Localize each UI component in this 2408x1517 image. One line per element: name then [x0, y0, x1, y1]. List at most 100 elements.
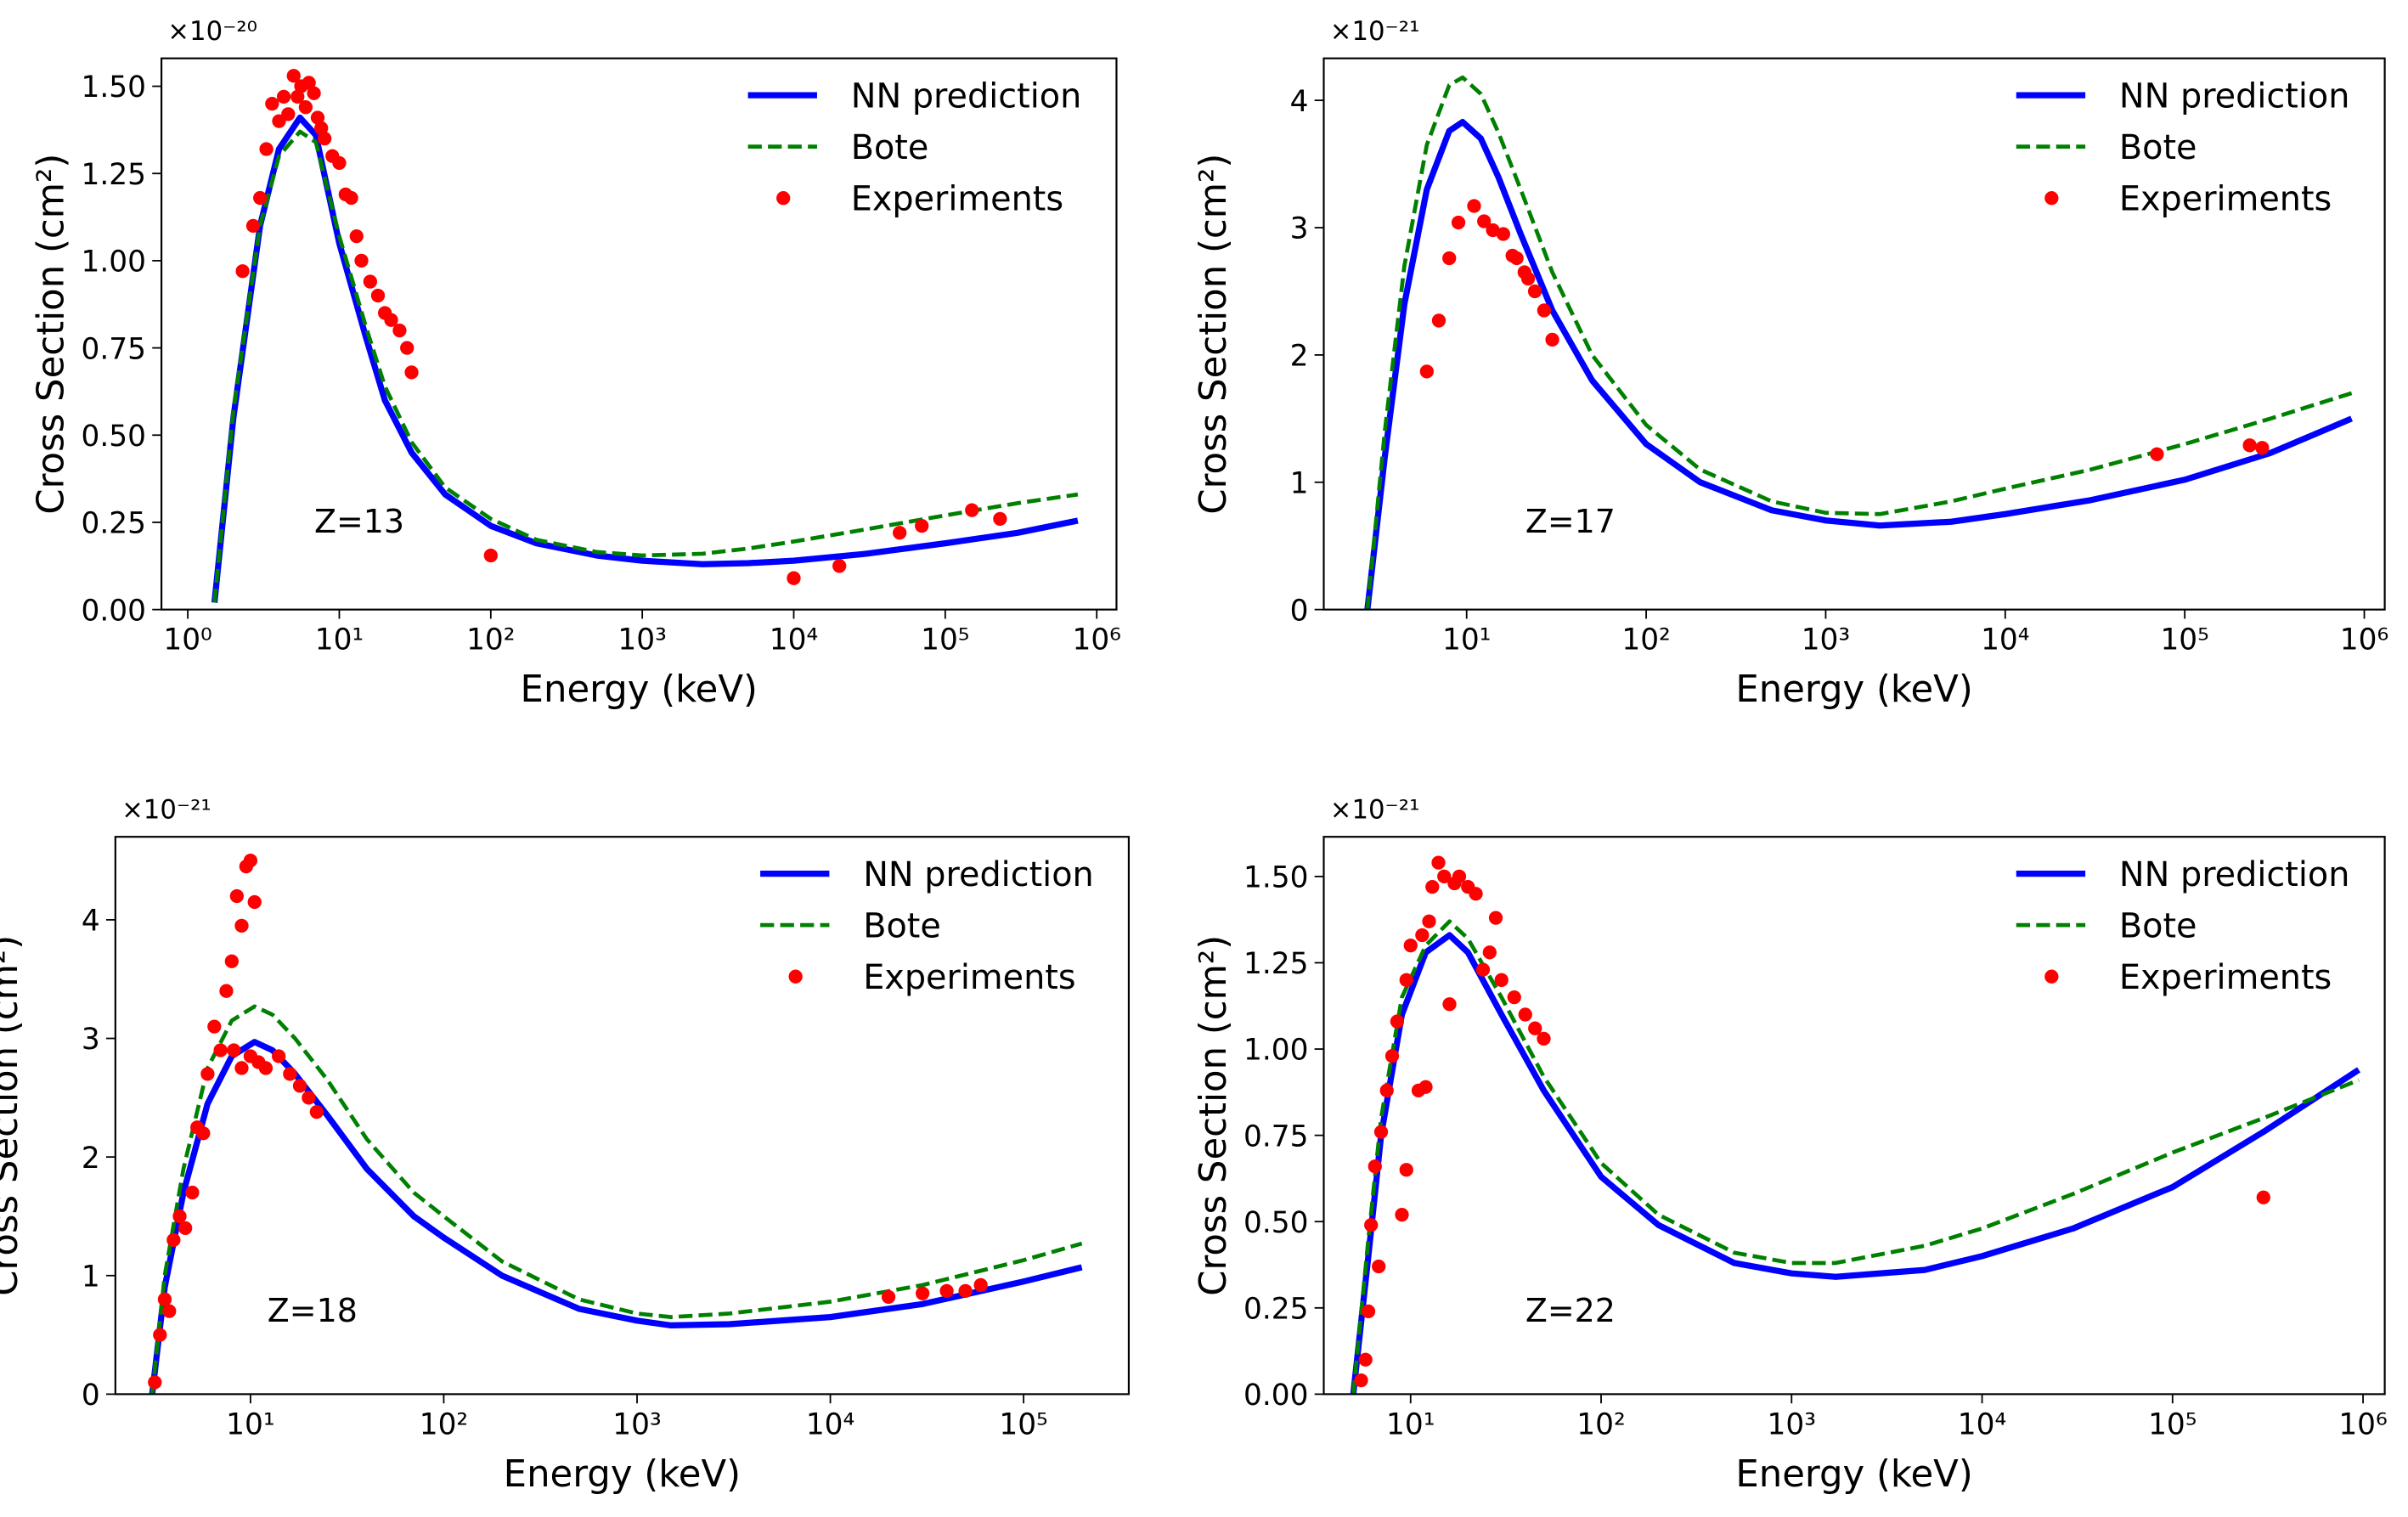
- legend-label: NN prediction: [851, 77, 1082, 116]
- x-tick-label: 10⁶: [2340, 623, 2388, 657]
- y-tick-label: 4: [82, 905, 100, 939]
- experiment-point: [276, 89, 291, 104]
- experiment-point: [1496, 227, 1510, 241]
- experiment-point: [1425, 879, 1440, 894]
- legend-label: Experiments: [851, 180, 1063, 219]
- legend-label: NN prediction: [2119, 855, 2350, 894]
- experiment-point: [157, 1292, 172, 1306]
- axes-frame: [1322, 836, 2386, 1396]
- experiment-point: [1475, 962, 1491, 977]
- y-tick-label: 1.00: [82, 245, 146, 279]
- y-tick-label: 1.25: [82, 158, 146, 192]
- x-tick-label: 10⁶: [2338, 1407, 2387, 1441]
- experiment-point: [1399, 1163, 1413, 1177]
- y-tick-label: 0.00: [1243, 1379, 1308, 1413]
- experiment-point: [1361, 1304, 1376, 1319]
- bote-line: [1351, 919, 2360, 1395]
- experiment-point: [1390, 1014, 1405, 1029]
- y-tick-label: 1.25: [1243, 947, 1308, 981]
- legend-label: Experiments: [863, 958, 1075, 997]
- experiment-point: [258, 1061, 274, 1075]
- x-tick-label: 10⁴: [770, 623, 818, 657]
- experiment-point: [234, 1061, 249, 1075]
- y-tick-label: 3: [82, 1023, 100, 1057]
- experiment-point: [213, 1043, 228, 1057]
- experiment-point: [1488, 911, 1503, 925]
- experiment-point: [298, 100, 313, 115]
- experiment-point: [1520, 271, 1536, 286]
- legend-label: NN prediction: [2119, 77, 2350, 116]
- nn-line: [1364, 119, 2354, 610]
- experiment-point: [1518, 1007, 1532, 1022]
- experiment-point: [1399, 973, 1413, 987]
- experiment-point: [1418, 1080, 1433, 1094]
- experiment-point: [259, 142, 274, 156]
- legend-label: NN prediction: [863, 855, 1094, 894]
- bote-line: [149, 1004, 1083, 1395]
- experiment-point: [1368, 1159, 1382, 1174]
- x-tick-label: 10²: [1621, 623, 1670, 657]
- y-tick-label: 1.00: [1243, 1034, 1308, 1068]
- experiment-point: [162, 1304, 177, 1318]
- experiment-point: [1395, 1207, 1409, 1222]
- legend-label: Bote: [2119, 907, 2197, 946]
- experiment-point: [207, 1019, 222, 1034]
- x-tick-label: 10³: [1768, 1407, 1816, 1441]
- experiment-point: [235, 264, 250, 279]
- experiment-point: [1477, 214, 1492, 228]
- experiment-point: [307, 86, 321, 100]
- experiment-point: [1528, 1021, 1542, 1035]
- legend-swatch: [2044, 969, 2059, 984]
- experiment-point: [354, 253, 369, 268]
- x-tick-label: 10⁰: [163, 623, 211, 657]
- experiment-point: [290, 89, 305, 104]
- experiment-point: [1537, 1031, 1551, 1046]
- experiment-point: [1354, 1373, 1368, 1388]
- experiment-point: [219, 984, 234, 998]
- y-axis-label: Cross Section (cm²): [0, 935, 26, 1296]
- offset-label: ×10⁻²¹: [121, 794, 211, 825]
- experiment-point: [1537, 303, 1552, 318]
- experiment-point: [1527, 284, 1542, 299]
- x-axis-label: Energy (keV): [1735, 1453, 1972, 1496]
- experiment-point: [166, 1232, 181, 1248]
- y-tick-label: 1: [82, 1260, 100, 1294]
- x-tick-label: 10³: [612, 1407, 661, 1441]
- experiment-point: [2255, 441, 2270, 455]
- experiment-point: [1373, 1125, 1389, 1139]
- experiment-point: [1442, 251, 1457, 266]
- legend-swatch: [788, 969, 803, 984]
- x-tick-label: 10¹: [315, 623, 364, 657]
- x-axis-label: Energy (keV): [1735, 668, 1972, 711]
- y-tick-label: 0.25: [1243, 1292, 1308, 1326]
- experiment-point: [281, 107, 296, 121]
- y-tick-label: 1.50: [82, 70, 146, 104]
- y-tick-label: 0.25: [82, 507, 146, 541]
- experiment-point: [1358, 1352, 1373, 1367]
- experiment-point: [384, 313, 398, 327]
- x-tick-label: 10⁵: [999, 1407, 1047, 1441]
- experiment-point: [893, 526, 907, 540]
- experiment-point: [916, 1286, 930, 1300]
- experiment-point: [1415, 928, 1430, 943]
- plot-area: [148, 853, 1083, 1395]
- experiment-point: [2150, 447, 2164, 461]
- experiment-point: [148, 1375, 162, 1390]
- experiment-point: [787, 571, 801, 585]
- experiment-point: [302, 76, 316, 90]
- experiment-point: [832, 559, 847, 573]
- experiment-point: [973, 1277, 988, 1293]
- axes-frame: [114, 836, 1131, 1396]
- experiment-point: [178, 1221, 193, 1236]
- experiment-point: [229, 888, 244, 904]
- legend-label: Experiments: [2119, 180, 2332, 219]
- experiment-point: [172, 1209, 187, 1224]
- y-tick-label: 0.75: [1243, 1119, 1308, 1153]
- experiment-point: [1379, 1083, 1394, 1097]
- bote-line: [1365, 75, 2353, 610]
- experiment-point: [234, 918, 249, 933]
- legend-label: Bote: [2119, 128, 2197, 167]
- experiment-point: [185, 1185, 200, 1200]
- y-tick-label: 0.50: [1243, 1206, 1308, 1240]
